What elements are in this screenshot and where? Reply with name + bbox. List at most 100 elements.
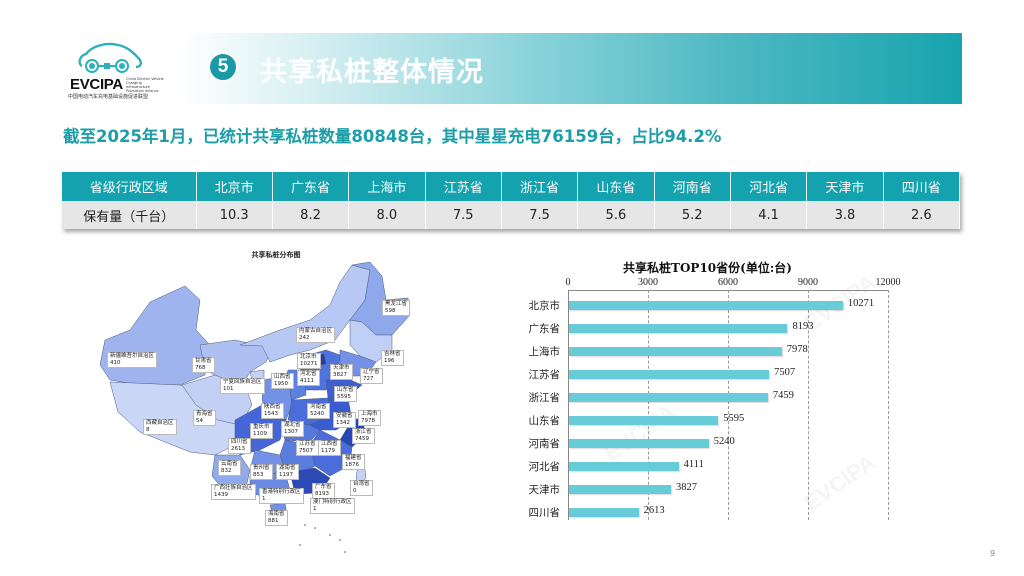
y-category-label: 天津市 <box>528 485 561 496</box>
table-cell: 8.2 <box>272 201 350 229</box>
evcipa-logo: EVCIPA China Electric Vehicle Charging I… <box>62 40 172 100</box>
x-tick-label: 9000 <box>798 277 818 288</box>
bar-value-label: 7978 <box>786 344 808 355</box>
map-label: 澳门特别行政区 1 <box>310 498 355 514</box>
x-tick-label: 6000 <box>718 277 738 288</box>
brand-name: EVCIPA <box>70 76 123 93</box>
table-header-row: 省级行政区域 北京市 广东省 上海市 江苏省 浙江省 山东省 河南省 河北省 天… <box>62 172 961 201</box>
table-cell: 10.3 <box>196 201 273 229</box>
map-label: 云南省 832 <box>218 460 241 476</box>
ev-car-icon <box>78 42 142 73</box>
bar-value-label: 7459 <box>772 390 794 401</box>
map-label: 广西壮族自治区 1439 <box>211 484 256 500</box>
map-label: 内蒙古自治区 242 <box>296 327 336 343</box>
map-label: 安徽省 1342 <box>333 412 356 428</box>
chart-title: 共享私桩TOP10省份(单位:台) <box>623 261 792 275</box>
page-title: 共享私桩整体情况 <box>260 57 484 88</box>
gridline <box>808 290 809 520</box>
map-label: 天津市 3827 <box>330 364 353 380</box>
map-label: 辽宁省 727 <box>360 368 383 384</box>
map-label: 贵州省 853 <box>250 464 273 480</box>
map-label: 浙江省 7459 <box>352 428 375 444</box>
y-category-label: 上海市 <box>528 347 561 358</box>
map-label: 宁夏回族自治区 101 <box>220 378 265 394</box>
province-table: 省级行政区域 北京市 广东省 上海市 江苏省 浙江省 山东省 河南省 河北省 天… <box>62 172 961 229</box>
bar-value-label: 4111 <box>683 459 704 470</box>
table-header-cell: 上海市 <box>348 172 426 201</box>
bar <box>569 439 709 448</box>
table-header-cell: 广东省 <box>272 172 350 201</box>
table-header-label: 省级行政区域 <box>62 172 197 201</box>
map-label: 海南省 881 <box>265 510 288 526</box>
y-category-label: 江苏省 <box>528 370 561 381</box>
bar <box>569 508 639 517</box>
table-cell: 3.8 <box>806 201 884 229</box>
brand-subtitle: China Electric Vehicle Charging Infrastr… <box>126 77 164 93</box>
map-label: 河南省 5240 <box>307 403 330 419</box>
map-label: 台湾省 0 <box>350 480 373 496</box>
y-category-label: 河南省 <box>528 439 561 450</box>
table-cell: 2.6 <box>883 201 961 229</box>
map-label: 新疆维吾尔自治区 410 <box>107 352 158 368</box>
bar <box>569 347 782 356</box>
bar-value-label: 10271 <box>847 298 875 309</box>
map-label: 陕西省 1543 <box>261 403 284 419</box>
x-tick-label: 0 <box>565 277 571 288</box>
table-header-cell: 天津市 <box>806 172 884 201</box>
gridline <box>728 290 729 520</box>
table-cell: 8.0 <box>348 201 426 229</box>
map-label: 甘肃省 768 <box>192 357 215 373</box>
table-header-cell: 山东省 <box>577 172 655 201</box>
map-label: 湖北省 1307 <box>281 421 304 437</box>
gridline <box>888 290 889 520</box>
bar <box>569 370 770 379</box>
table-header-cell: 四川省 <box>883 172 961 201</box>
map-title: 共享私桩分布图 <box>251 251 301 259</box>
bar <box>569 485 672 494</box>
table-cell: 4.1 <box>730 201 808 229</box>
section-banner <box>180 33 962 104</box>
map-label: 广东省 8193 <box>312 483 335 499</box>
table-cell: 5.6 <box>577 201 655 229</box>
bar <box>569 462 679 471</box>
bar <box>569 324 788 333</box>
brand-cn-name: 中国电动汽车充电基础设施促进联盟 <box>68 94 149 100</box>
map-label: 上海市 7978 <box>358 410 381 426</box>
y-axis-line <box>568 290 569 520</box>
table-header-cell: 浙江省 <box>501 172 579 201</box>
bar-value-label: 2613 <box>643 505 665 516</box>
map-label: 河北省 4111 <box>297 370 320 386</box>
table-cell: 7.5 <box>501 201 579 229</box>
table-header-cell: 北京市 <box>196 172 273 201</box>
bar-value-label: 8193 <box>792 321 814 332</box>
x-tick-label: 3000 <box>638 277 658 288</box>
map-label: 江西省 1179 <box>318 440 341 456</box>
map-label: 山东省 5595 <box>334 386 357 402</box>
y-category-label: 广东省 <box>528 324 561 335</box>
map-label: 四川省 2613 <box>228 438 251 454</box>
bar <box>569 416 719 425</box>
table-header-cell: 江苏省 <box>425 172 502 201</box>
map-label: 香港特别行政区 1 <box>259 488 304 504</box>
table-header-cell: 河北省 <box>730 172 808 201</box>
bar-value-label: 7507 <box>774 367 796 378</box>
y-category-label: 浙江省 <box>528 393 561 404</box>
y-category-label: 北京市 <box>528 301 561 312</box>
bar-value-label: 3827 <box>676 482 698 493</box>
section-number-badge: 5 <box>208 52 238 82</box>
y-category-label: 河北省 <box>528 462 561 473</box>
watermark: EVCIPA <box>599 399 680 466</box>
table-header-cell: 河南省 <box>654 172 731 201</box>
map-label: 福建省 1876 <box>342 454 365 470</box>
y-category-label: 山东省 <box>528 416 561 427</box>
map-label: 青海省 54 <box>193 410 216 426</box>
map-label: 湖南省 1197 <box>276 464 299 480</box>
y-category-label: 四川省 <box>528 508 561 519</box>
bar <box>569 301 843 310</box>
page-number: 9 <box>990 549 996 558</box>
map-label: 江苏省 7507 <box>296 440 319 456</box>
bar-value-label: 5240 <box>713 436 735 447</box>
summary-text: 截至2025年1月，已统计共享私桩数量80848台，其中星星充电76159台，占… <box>63 127 722 146</box>
table-row: 保有量（千台） 10.3 8.2 8.0 7.5 7.5 5.6 5.2 4.1… <box>62 201 961 229</box>
x-tick-label: 12000 <box>875 277 901 288</box>
